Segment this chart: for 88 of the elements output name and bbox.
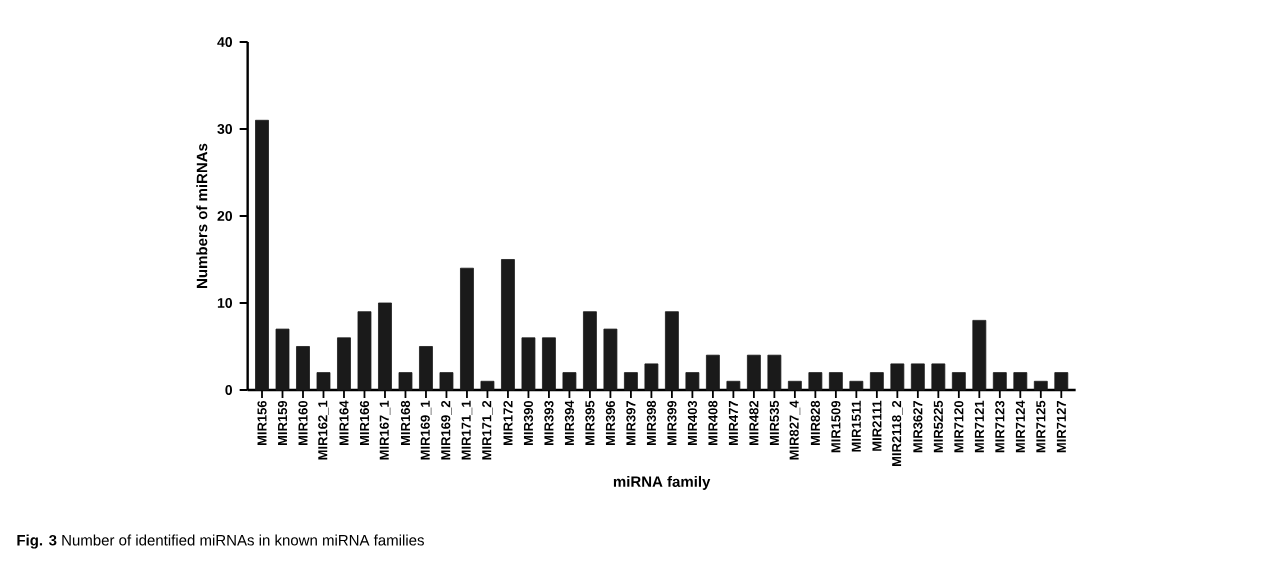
bar	[869, 372, 884, 391]
bar	[398, 372, 413, 391]
x-axis-title: miRNA family	[613, 475, 711, 490]
bar	[542, 337, 556, 391]
bar	[378, 302, 392, 391]
bar	[685, 372, 700, 391]
x-tick-label: MIR390	[523, 400, 534, 446]
bar	[337, 337, 351, 391]
y-tick-label: 0	[225, 385, 233, 395]
x-tick-label: MIR5225	[933, 400, 943, 453]
bar	[439, 372, 454, 391]
bar	[275, 328, 290, 391]
x-tick-label: MIR396	[605, 400, 616, 446]
x-tick-label: MIR172	[503, 400, 513, 446]
y-axis-title: Numbers of miRNAs	[196, 143, 208, 288]
x-tick-label: MIR7124	[1015, 400, 1025, 453]
x-tick-label: MIR168	[400, 400, 411, 446]
x-tick-label: MIR2118_2	[892, 400, 903, 466]
x-tick-label: MIR164	[339, 400, 349, 446]
x-tick-label: MIR7125	[1036, 400, 1046, 453]
bar	[583, 311, 597, 391]
bar	[849, 380, 864, 391]
bar	[828, 372, 843, 391]
x-tick-label: MIR399	[667, 400, 677, 446]
x-tick-label: MIR169_2	[441, 400, 452, 460]
bar	[665, 311, 679, 391]
x-tick-label: MIR482	[749, 400, 759, 446]
bar	[460, 267, 474, 391]
y-tick-label: 10	[217, 298, 233, 308]
bar	[562, 372, 577, 391]
x-tick-label: MIR477	[728, 400, 738, 446]
x-tick-label: MIR167_1	[379, 400, 391, 460]
bar	[603, 328, 618, 391]
x-tick-label: MIR156	[257, 400, 267, 446]
bar	[910, 363, 925, 391]
bar	[1013, 372, 1028, 391]
x-tick-label: MIR171_1	[461, 400, 473, 460]
x-tick-label: MIR7120	[954, 400, 964, 453]
x-tick-label: MIR159	[277, 400, 288, 446]
x-tick-label: MIR166	[359, 400, 370, 446]
x-tick-label: MIR1509	[831, 400, 841, 453]
bar	[890, 363, 905, 391]
bar	[521, 337, 536, 391]
bar	[726, 380, 741, 391]
bar	[296, 346, 310, 391]
bar	[357, 311, 372, 391]
x-tick-label: MIR397	[626, 400, 636, 446]
bar	[746, 354, 761, 391]
x-tick-label: MIR828	[810, 400, 820, 446]
x-tick-label: MIR169_1	[420, 400, 432, 460]
x-tick-label: MIR535	[769, 400, 779, 446]
x-tick-label: MIR395	[585, 400, 595, 446]
bar	[767, 354, 782, 391]
bar	[419, 346, 433, 391]
x-tick-label: MIR408	[708, 400, 718, 446]
bar	[787, 380, 802, 391]
x-tick-label: MIR162_1	[318, 400, 329, 460]
bar	[1033, 380, 1048, 391]
bar	[316, 372, 331, 391]
bar	[992, 372, 1007, 391]
x-tick-label: MIR393	[544, 400, 554, 446]
bar	[972, 319, 987, 391]
bar	[480, 380, 495, 391]
y-tick-label: 30	[217, 124, 233, 134]
bar	[1054, 372, 1069, 391]
x-tick-label: MIR171_2	[482, 400, 493, 460]
x-tick-label: MIR7127	[1056, 400, 1066, 453]
y-tick-label: 20	[217, 211, 233, 221]
bar	[931, 363, 946, 391]
x-tick-label: MIR160	[298, 400, 308, 446]
y-tick-label: 40	[217, 37, 233, 47]
bar	[808, 372, 823, 391]
bar	[255, 119, 269, 391]
bar	[644, 363, 659, 391]
bar	[705, 354, 720, 391]
x-tick-label: MIR7123	[995, 400, 1005, 453]
bar	[951, 372, 966, 391]
bar	[501, 259, 515, 391]
x-tick-label: MIR3627	[913, 400, 923, 453]
x-tick-label: MIR403	[687, 400, 698, 446]
x-tick-label: MIR1511	[851, 400, 861, 452]
x-tick-label: MIR394	[564, 400, 575, 446]
x-tick-label: MIR2111	[872, 400, 882, 451]
bar	[624, 372, 638, 391]
x-tick-label: MIR7121	[974, 400, 984, 453]
text: Fig. 3 Number of identified miRNAs in known miRNA families	[17, 534, 424, 549]
x-tick-label: MIR398	[646, 400, 657, 446]
x-tick-label: MIR827_4	[789, 400, 801, 460]
